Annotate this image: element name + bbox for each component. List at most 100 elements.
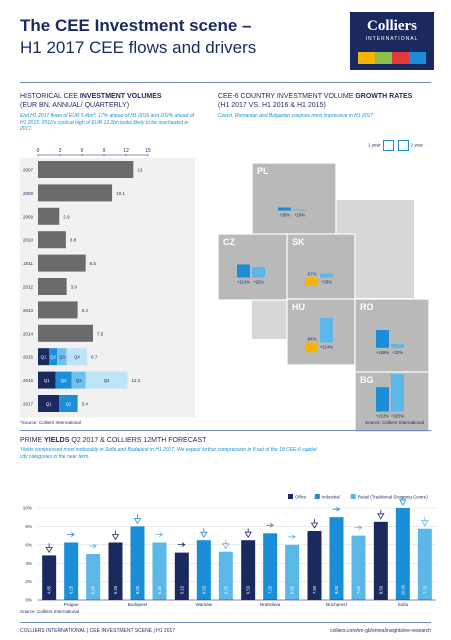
growth-heading: CEE-6 COUNTRY INVESTMENT VOLUME GROWTH R… [218, 93, 412, 100]
logo-stripe [358, 52, 426, 64]
value-label: 5.4 [82, 402, 89, 407]
logo-name: Colliers [367, 18, 417, 34]
yield-value-label: 8.50 [378, 585, 383, 594]
legend-swatch [288, 494, 293, 499]
yield-bar [373, 521, 388, 600]
city-label: Warsaw [196, 602, 213, 607]
yield-bar [395, 508, 410, 600]
forecast-down-arrow-icon [244, 531, 252, 538]
footer: COLLIERS INTERNATIONAL | CEE INVESTMENT … [0, 622, 451, 640]
quarter-label: Q2 [61, 378, 67, 383]
bar-2-year [320, 273, 333, 278]
value-label: 7.5 [97, 331, 104, 336]
legend-swatch [314, 494, 320, 499]
year-bar [38, 324, 93, 342]
quarter-label: Q3 [59, 355, 65, 360]
year-label: 2012 [23, 285, 34, 290]
legend-1year-swatch [382, 140, 394, 151]
forecast-down-arrow-icon [310, 522, 319, 529]
forecast-flat-arrow-icon [354, 525, 363, 530]
value-label: 3.9 [71, 285, 78, 290]
year-label: 2013 [23, 308, 34, 313]
country-tile [286, 233, 356, 301]
yield-value-label: 8.00 [135, 585, 140, 594]
year-label: 2016 [23, 378, 34, 383]
yield-bar [351, 535, 366, 600]
city-label: Bucharest [326, 602, 347, 607]
value-label: 3.8 [70, 238, 77, 243]
year-bar [38, 231, 66, 249]
label-2-year: +32% [392, 350, 403, 355]
divider [20, 430, 431, 431]
yield-value-label: 5.15 [179, 585, 184, 594]
quarter-bar [55, 371, 72, 389]
year-bar [38, 278, 67, 295]
yield-bar [196, 540, 211, 600]
label-1-year: -67% [306, 272, 316, 277]
bar-2-year [293, 209, 306, 211]
quarter-label: Q4 [104, 378, 110, 383]
hist-note: End H1 2017 flows of EUR 5.4bn*, 17% ahe… [20, 113, 195, 132]
x-tick-label: 9 [103, 148, 106, 154]
yield-bar [152, 542, 167, 600]
label-2-year: +325% [391, 414, 405, 419]
yield-bar [130, 526, 145, 600]
bar-2-year [391, 344, 404, 348]
growth-heading-bold: GROWTH RATES [355, 93, 413, 100]
bar-1-year [278, 207, 291, 211]
quarter-label: Q4 [74, 355, 80, 360]
growth-source: Source: Colliers International [365, 420, 424, 425]
yield-value-label: 7.75 [422, 585, 427, 594]
label-1-year: +155% [376, 350, 390, 355]
growth-heading-light: CEE-6 COUNTRY INVESTMENT VOLUME [218, 93, 354, 100]
country-code: BG [360, 375, 374, 385]
colliers-logo: Colliers INTERNATIONAL [350, 12, 434, 70]
quarter-label: Q1 [46, 402, 52, 407]
yield-value-label: 7.00 [356, 585, 361, 594]
y-tick-label: 4% [25, 561, 32, 566]
city-label: Sofia [398, 602, 409, 607]
city-label: Prague [64, 602, 79, 607]
yield-value-label: 4.85 [47, 585, 52, 594]
legend-2year-swatch [397, 140, 409, 151]
logo-stripe-segment [409, 52, 426, 64]
yield-value-label: 7.25 [268, 585, 273, 594]
yields-heading-bold: YIELDS [44, 437, 70, 444]
yield-value-label: 6.25 [157, 585, 162, 594]
quarter-bar [66, 348, 88, 366]
country-code: PL [257, 166, 269, 176]
quarter-label: Q1 [41, 355, 47, 360]
hist-heading-light: HISTORICAL CEE [20, 93, 78, 100]
yield-bar [86, 554, 101, 600]
quarter-bar [71, 371, 86, 389]
yield-bar [42, 555, 57, 600]
y-tick-label: 2% [25, 579, 32, 584]
label-2-year: +10% [294, 213, 305, 218]
country-tile [251, 162, 337, 236]
year-bar [38, 161, 134, 178]
logo-stripe-segment [358, 52, 375, 64]
x-tick-label: 6 [81, 148, 84, 154]
y-tick-label: 6% [25, 542, 32, 547]
year-label: 2015 [23, 355, 34, 360]
year-label: 2008 [23, 191, 34, 196]
yield-bar [241, 540, 256, 600]
legend-1year-label: 1 year [368, 142, 381, 148]
yield-value-label: 5.00 [91, 585, 96, 594]
year-label: 2011 [23, 261, 33, 266]
yield-value-label: 5.25 [223, 585, 228, 594]
forecast-down-arrow-icon [421, 520, 429, 527]
bar-2-year [391, 374, 404, 412]
year-label: 2017 [23, 402, 34, 407]
quarter-label: Q2 [66, 402, 72, 407]
forecast-flat-arrow-icon [67, 532, 75, 537]
quarter-label: Q3 [76, 378, 82, 383]
forecast-flat-arrow-icon [266, 522, 274, 528]
legend-swatch [350, 494, 356, 499]
legend-2year-label: 2 year [410, 142, 424, 148]
quarter-label: Q2 [50, 355, 56, 360]
forecast-down-arrow-icon [111, 534, 120, 541]
footer-link[interactable]: colliers.com/en-gb/emea/insights/ee-rese… [330, 628, 431, 634]
